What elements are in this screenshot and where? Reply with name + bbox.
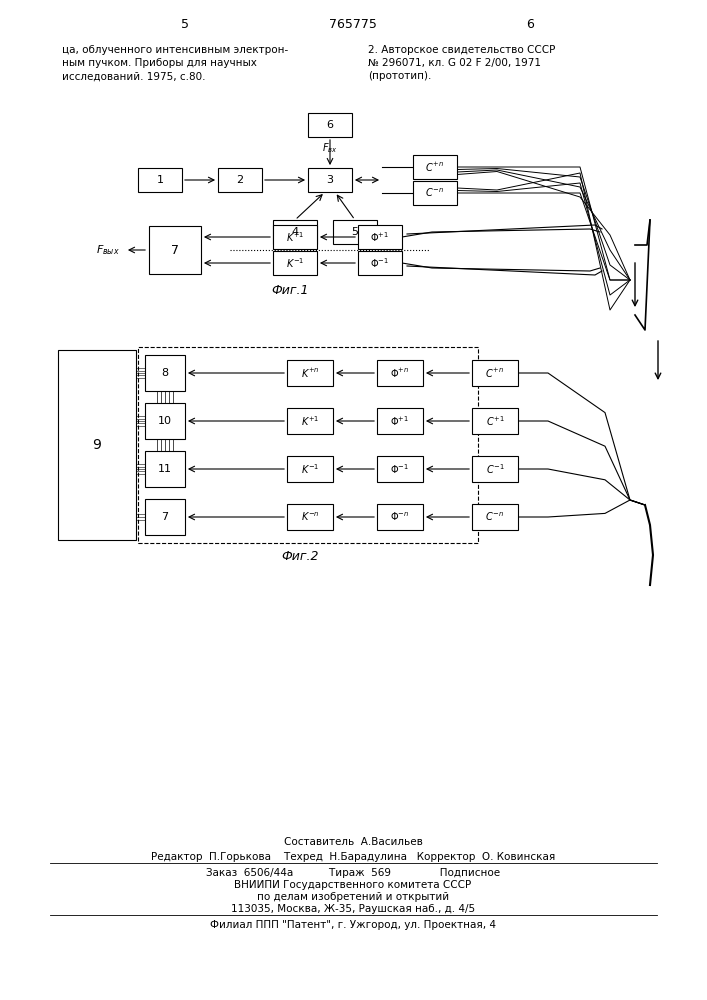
Text: $C^{+n}$: $C^{+n}$ — [426, 160, 445, 174]
Text: $C^{-n}$: $C^{-n}$ — [486, 511, 505, 523]
Text: 3: 3 — [327, 175, 334, 185]
Text: $K^{-1}$: $K^{-1}$ — [300, 462, 320, 476]
Bar — [472, 408, 518, 434]
Text: Редактор  П.Горькова    Техред  Н.Барадулина   Корректор  О. Ковинская: Редактор П.Горькова Техред Н.Барадулина … — [151, 852, 555, 862]
Bar — [472, 360, 518, 386]
Text: Фиг.2: Фиг.2 — [281, 550, 319, 564]
Text: Составитель  А.Васильев: Составитель А.Васильев — [284, 837, 423, 847]
Text: Фиг.1: Фиг.1 — [271, 284, 309, 296]
Text: $K^{+1}$: $K^{+1}$ — [286, 230, 304, 244]
Text: 7: 7 — [161, 512, 168, 522]
Text: ца, облученного интенсивным электрон-
ным пучком. Приборы для научных
исследован: ца, облученного интенсивным электрон- ны… — [62, 45, 288, 81]
Text: 5: 5 — [351, 227, 358, 237]
Bar — [358, 251, 402, 275]
Text: 2: 2 — [236, 175, 244, 185]
Bar — [287, 360, 333, 386]
Bar — [58, 350, 136, 540]
Text: 1: 1 — [156, 175, 163, 185]
Bar — [413, 155, 457, 179]
Text: $\Phi^{-1}$: $\Phi^{-1}$ — [370, 256, 390, 270]
Bar — [273, 225, 317, 249]
Bar — [145, 499, 185, 535]
Text: ВНИИПИ Государственного комитета СССР: ВНИИПИ Государственного комитета СССР — [235, 880, 472, 890]
Text: 7: 7 — [171, 243, 179, 256]
Text: 5: 5 — [181, 18, 189, 31]
Text: $F_{вх}$: $F_{вх}$ — [322, 141, 338, 155]
Bar — [287, 456, 333, 482]
Bar — [145, 451, 185, 487]
Text: 10: 10 — [158, 416, 172, 426]
Text: 2. Авторское свидетельство СССР
№ 296071, кл. G 02 F 2/00, 1971
(прототип).: 2. Авторское свидетельство СССР № 296071… — [368, 45, 556, 81]
Bar — [218, 168, 262, 192]
Text: $K^{+1}$: $K^{+1}$ — [300, 414, 320, 428]
Bar — [149, 226, 201, 274]
Text: $\Phi^{+1}$: $\Phi^{+1}$ — [390, 414, 409, 428]
Text: $\Phi^{+n}$: $\Phi^{+n}$ — [390, 366, 409, 380]
Bar — [413, 181, 457, 205]
Bar — [138, 347, 478, 543]
Text: Филиал ППП "Патент", г. Ужгород, ул. Проектная, 4: Филиал ППП "Патент", г. Ужгород, ул. Про… — [210, 920, 496, 930]
Text: $\Phi^{-1}$: $\Phi^{-1}$ — [390, 462, 409, 476]
Bar — [377, 504, 423, 530]
Text: 6: 6 — [526, 18, 534, 31]
Text: $K^{-n}$: $K^{-n}$ — [300, 511, 320, 523]
Text: 8: 8 — [161, 368, 168, 378]
Bar — [273, 220, 317, 244]
Text: 6: 6 — [327, 120, 334, 130]
Bar — [358, 225, 402, 249]
Text: 9: 9 — [93, 438, 101, 452]
Bar — [138, 168, 182, 192]
Bar — [287, 504, 333, 530]
Text: $\Phi^{+1}$: $\Phi^{+1}$ — [370, 230, 390, 244]
Text: $C^{+n}$: $C^{+n}$ — [486, 366, 505, 380]
Bar — [145, 355, 185, 391]
Bar — [377, 360, 423, 386]
Text: 11: 11 — [158, 464, 172, 474]
Bar — [472, 456, 518, 482]
Bar — [308, 168, 352, 192]
Text: $\Phi^{-n}$: $\Phi^{-n}$ — [390, 511, 409, 523]
Bar — [287, 408, 333, 434]
Text: $F_{вых}$: $F_{вых}$ — [96, 243, 120, 257]
Text: 113035, Москва, Ж-35, Раушская наб., д. 4/5: 113035, Москва, Ж-35, Раушская наб., д. … — [231, 904, 475, 914]
Bar — [273, 251, 317, 275]
Text: по делам изобретений и открытий: по делам изобретений и открытий — [257, 892, 449, 902]
Text: $C^{+1}$: $C^{+1}$ — [486, 414, 505, 428]
Text: $K^{-1}$: $K^{-1}$ — [286, 256, 304, 270]
Bar — [145, 403, 185, 439]
Text: $C^{-n}$: $C^{-n}$ — [426, 187, 445, 199]
Text: Заказ  6506/44а           Тираж  569               Подписное: Заказ 6506/44а Тираж 569 Подписное — [206, 868, 500, 878]
Bar — [472, 504, 518, 530]
Bar — [377, 456, 423, 482]
Bar — [377, 408, 423, 434]
Text: 765775: 765775 — [329, 18, 377, 31]
Text: $K^{+n}$: $K^{+n}$ — [300, 366, 320, 380]
Text: 4: 4 — [291, 227, 298, 237]
Bar — [308, 113, 352, 137]
Bar — [333, 220, 377, 244]
Text: $C^{-1}$: $C^{-1}$ — [486, 462, 505, 476]
